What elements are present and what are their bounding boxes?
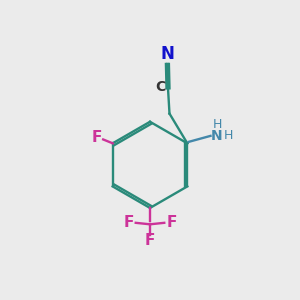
Text: C: C — [155, 80, 166, 94]
Text: F: F — [92, 130, 102, 146]
Text: H: H — [224, 129, 233, 142]
Text: H: H — [212, 118, 222, 131]
Text: N: N — [211, 129, 223, 143]
Text: F: F — [145, 233, 155, 248]
Text: F: F — [166, 215, 177, 230]
Text: N: N — [160, 45, 174, 63]
Text: F: F — [123, 215, 134, 230]
